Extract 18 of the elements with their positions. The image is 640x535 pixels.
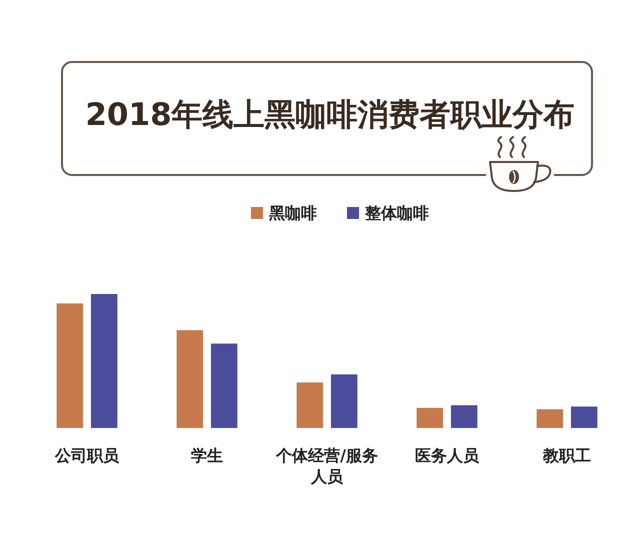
bar — [210, 344, 238, 428]
x-tick-label: 个体经营/服务人员 — [275, 446, 378, 486]
chart-title: 2018年线上黑咖啡消费者职业分布 — [85, 97, 575, 133]
bar — [416, 408, 444, 428]
bar — [56, 303, 84, 428]
x-tick-label: 医务人员 — [415, 446, 480, 465]
bar — [536, 409, 564, 428]
bar — [450, 405, 478, 428]
legend-label: 整体咖啡 — [364, 204, 429, 222]
bar — [176, 330, 204, 428]
x-tick-label: 教职工 — [542, 446, 591, 465]
x-tick-label: 学生 — [191, 446, 223, 465]
bar — [570, 406, 598, 428]
legend-label: 黑咖啡 — [268, 204, 317, 222]
bar — [90, 294, 118, 428]
bar — [296, 382, 324, 428]
bar — [330, 374, 358, 428]
x-tick-label: 公司职员 — [54, 446, 120, 465]
